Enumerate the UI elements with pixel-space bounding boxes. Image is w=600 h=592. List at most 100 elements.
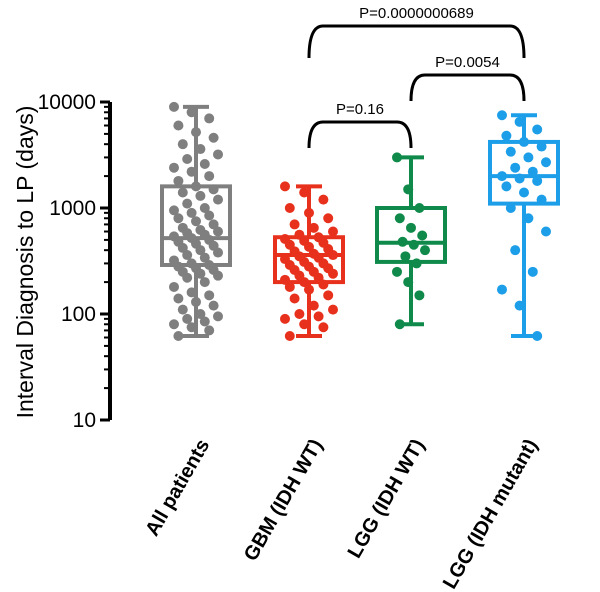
data-point [284,281,295,292]
data-point [204,325,215,336]
data-point [505,146,516,157]
data-point [318,194,329,205]
data-point [186,287,197,298]
data-point [497,110,507,121]
data-point [169,101,179,112]
data-point [173,331,184,342]
data-point [392,152,402,163]
data-point [514,116,525,127]
data-point [514,173,525,184]
data-point [318,322,329,333]
p-value-label: P=0.16 [336,101,384,118]
data-point [541,226,551,237]
data-point [514,300,525,311]
data-point [284,203,295,213]
data-point [182,272,193,283]
data-point [294,309,305,319]
data-point [299,187,310,198]
data-point [204,171,215,182]
y-tick-label: 1000 [49,197,96,220]
data-point [408,239,419,250]
data-point [403,277,414,288]
data-point [523,152,534,163]
data-point [169,162,179,173]
data-point [527,166,538,177]
data-point [204,113,215,124]
data-point [411,258,422,269]
data-point [204,290,215,301]
data-point [394,213,405,224]
data-point [403,184,414,195]
y-tick-label: 10 [73,409,96,432]
data-point [308,300,319,311]
data-point [208,132,219,143]
data-point [213,226,223,237]
data-point [191,216,201,227]
p-value-label: P=0.0054 [435,54,500,71]
data-point [177,139,188,150]
data-point [191,296,201,307]
data-point [186,322,197,333]
data-point [519,136,529,147]
data-point [323,213,334,224]
data-point [182,250,193,261]
x-tick-label: All patients [141,436,214,540]
data-point [191,127,201,138]
data-point [173,293,184,304]
data-point [497,284,507,295]
data-point [420,245,430,256]
data-point [527,266,538,277]
data-point [289,219,300,230]
y-axis-label: Interval Diagnosis to LP (days) [12,106,38,419]
data-point [501,130,512,141]
data-point [536,194,547,205]
data-point [177,304,188,315]
data-point [505,203,516,213]
data-point [195,309,206,319]
data-point [392,266,402,277]
data-point [213,149,223,160]
data-point [328,268,338,279]
data-point [397,236,408,247]
data-point [186,107,197,118]
data-point [169,205,179,216]
data-point [400,251,411,262]
data-point [186,207,197,218]
data-point [195,144,206,155]
data-point [213,194,223,205]
data-point [182,313,193,324]
data-point [313,311,324,322]
data-point [523,213,534,224]
data-point [519,187,529,198]
box-iqr [375,206,447,264]
data-point [328,304,338,315]
data-point [328,226,338,237]
data-point [213,270,223,281]
data-point [195,190,206,201]
data-point [501,181,512,192]
data-point [414,203,425,213]
data-point [328,250,338,261]
data-point [284,331,295,342]
data-point [169,319,179,330]
data-point [532,175,543,186]
data-point [497,171,507,182]
data-point [173,213,184,224]
data-point [204,210,215,221]
data-point [417,230,428,241]
data-point [280,313,290,324]
data-point [199,203,210,213]
data-point [186,166,197,177]
data-point [280,181,290,192]
data-point [199,159,210,170]
data-point [195,245,206,256]
data-point [213,311,223,322]
data-point [414,290,425,301]
data-point [208,184,219,195]
data-point [541,157,551,168]
data-point [289,293,300,304]
data-point [308,222,319,233]
data-point [213,247,223,258]
data-point [323,290,334,301]
